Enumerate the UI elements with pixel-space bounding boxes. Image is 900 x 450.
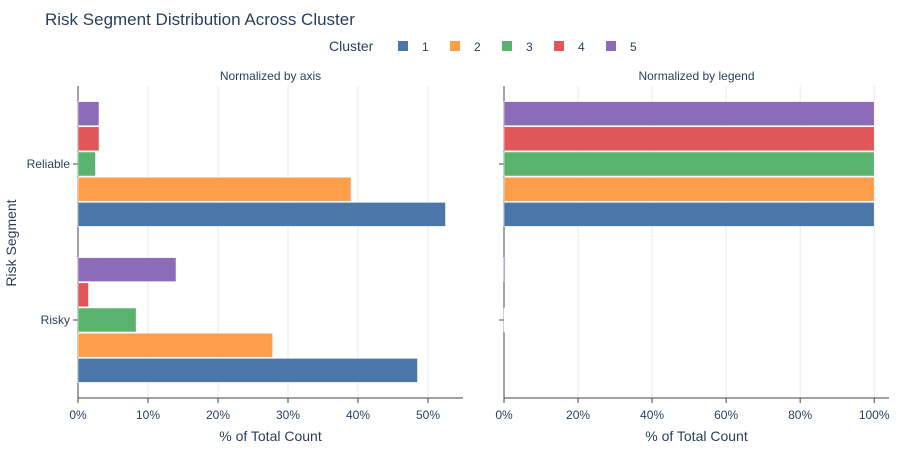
panel-2-subtitle: Normalized by legend [638,69,754,83]
x-tick-label: 40% [640,408,664,422]
x-tick-label: 40% [346,408,370,422]
legend-label-2[interactable]: 2 [474,40,481,54]
legend-swatch-4[interactable] [554,41,564,51]
bar-risky-cluster-5[interactable] [77,257,177,282]
x-tick-label: 20% [566,408,590,422]
panel-2-x-axis-title: % of Total Count [645,428,748,444]
x-tick-label: 100% [859,408,890,422]
bar-risky-cluster-4[interactable] [77,282,89,308]
bar-reliable-cluster-3[interactable] [503,151,875,177]
bar-reliable-cluster-3[interactable] [77,151,96,177]
x-tick-label: 0% [69,408,87,422]
bar-risky-cluster-2[interactable] [77,332,273,358]
legend-label-4[interactable]: 4 [578,40,585,54]
bar-reliable-cluster-2[interactable] [77,176,352,202]
legend: Cluster 1 2 3 4 5 [329,38,637,54]
y-tick-label-risky: Risky [41,313,70,327]
bar-reliable-cluster-1[interactable] [77,202,446,227]
legend-title: Cluster [329,38,374,54]
bar-risky-cluster-1[interactable] [77,358,418,383]
x-tick-label: 30% [276,408,300,422]
legend-label-1[interactable]: 1 [422,40,429,54]
bar-reliable-cluster-1[interactable] [503,202,875,227]
x-tick-label: 80% [788,408,812,422]
panels: Normalized by axis 0% 10% 20% 30% 40% 50% % of … [27,69,890,444]
legend-label-3[interactable]: 3 [526,40,533,54]
bar-reliable-cluster-2[interactable] [503,176,875,202]
legend-swatch-5[interactable] [606,41,616,51]
x-tick-label: 10% [136,408,160,422]
legend-swatch-1[interactable] [398,41,408,51]
panel-2: Normalized by legend 0% 20% 40% 60% 80% 100% % … [495,69,890,444]
legend-swatch-2[interactable] [450,41,460,51]
legend-swatch-3[interactable] [502,41,512,51]
y-axis-title: Risk Segment [3,199,19,286]
x-tick-label: 20% [206,408,230,422]
panel-1-x-axis-title: % of Total Count [219,428,322,444]
bar-reliable-cluster-5[interactable] [503,101,875,126]
bar-risky-cluster-3[interactable] [77,307,137,333]
legend-label-5[interactable]: 5 [630,40,637,54]
bar-reliable-cluster-4[interactable] [503,126,875,152]
bar-reliable-cluster-4[interactable] [77,126,100,152]
x-tick-label: 50% [416,408,440,422]
panel-1: Normalized by axis 0% 10% 20% 30% 40% 50% % of … [27,69,463,444]
bar-reliable-cluster-5[interactable] [77,101,100,126]
bar-risky-cluster-5[interactable] [503,257,506,282]
x-tick-label: 60% [714,408,738,422]
chart-title: Risk Segment Distribution Across Cluster [45,10,355,29]
panel-1-subtitle: Normalized by axis [220,69,321,83]
x-tick-label: 0% [495,408,513,422]
y-tick-label-reliable: Reliable [27,157,71,171]
